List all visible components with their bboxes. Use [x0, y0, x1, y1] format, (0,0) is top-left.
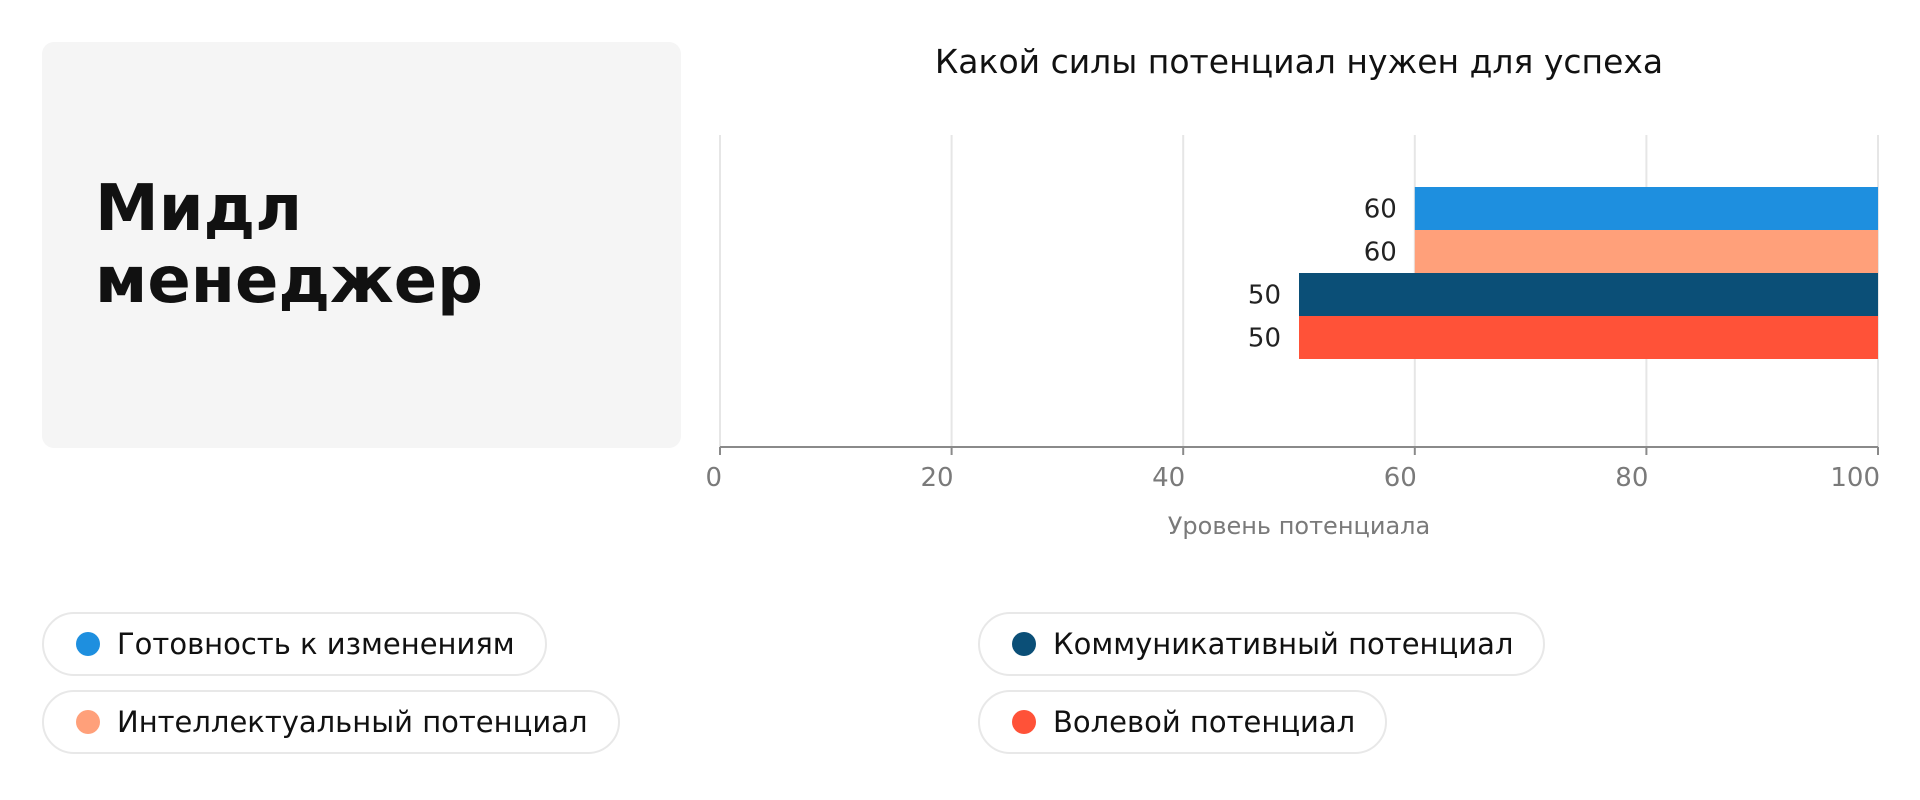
- bar-value-label: 60: [1364, 195, 1397, 225]
- x-tick-label: 80: [1615, 463, 1648, 493]
- bar: [1299, 316, 1878, 359]
- chart-title: Какой силы потенциал нужен для успеха: [934, 42, 1664, 81]
- bar: [1299, 273, 1878, 316]
- legend-dot-icon: [76, 710, 100, 734]
- x-tick-label: 100: [1830, 463, 1880, 493]
- x-tick-label: 40: [1152, 463, 1185, 493]
- legend-dot-icon: [1012, 710, 1036, 734]
- potential-bar-chart: 0 20 40 60 80 100 60 60 50 50 Уровень потенциала: [705, 135, 1880, 540]
- x-tick-label: 60: [1384, 463, 1417, 493]
- legend-label: Волевой потенциал: [1053, 705, 1356, 739]
- bars: [1299, 187, 1878, 359]
- legend-item-willpower-potential[interactable]: Волевой потенциал: [978, 690, 1388, 754]
- x-axis-title: Уровень потенциала: [1168, 512, 1430, 540]
- legend-label: Готовность к изменениям: [117, 627, 515, 661]
- x-tick-label: 20: [921, 463, 954, 493]
- legend-item-communicative-potential[interactable]: Коммуникативный потенциал: [978, 612, 1546, 676]
- legend-dot-icon: [76, 632, 100, 656]
- legend-column-right: Коммуникативный потенциал Волевой потенц…: [978, 612, 1546, 754]
- legend-column-left: Готовность к изменениям Интеллектуальный…: [42, 612, 620, 754]
- bar: [1414, 230, 1878, 273]
- x-tick-label: 0: [705, 463, 722, 493]
- role-card: Мидл менеджер: [42, 42, 681, 448]
- role-title: Мидл менеджер: [95, 172, 483, 318]
- bar-value-labels: 60 60 50 50: [1248, 195, 1397, 354]
- legend-item-intellectual-potential[interactable]: Интеллектуальный потенциал: [42, 690, 620, 754]
- bar-value-label: 50: [1248, 281, 1281, 311]
- legend-label: Интеллектуальный потенциал: [117, 705, 588, 739]
- x-axis: 0 20 40 60 80 100: [705, 446, 1880, 493]
- legend-item-readiness-for-change[interactable]: Готовность к изменениям: [42, 612, 547, 676]
- legend-label: Коммуникативный потенциал: [1053, 627, 1514, 661]
- bar-value-label: 50: [1248, 324, 1281, 354]
- legend-dot-icon: [1012, 632, 1036, 656]
- bar: [1414, 187, 1878, 230]
- bar-value-label: 60: [1364, 238, 1397, 268]
